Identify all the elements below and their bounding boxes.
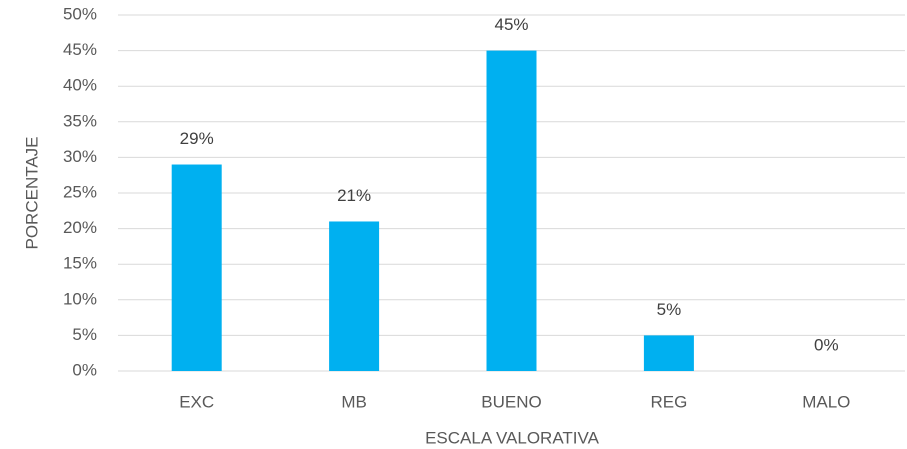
y-tick-label: 20% bbox=[63, 218, 97, 237]
y-tick-label: 15% bbox=[63, 254, 97, 273]
bar bbox=[643, 335, 694, 371]
value-label: 21% bbox=[337, 186, 371, 205]
y-tick-label: 10% bbox=[63, 289, 97, 308]
value-label: 29% bbox=[180, 129, 214, 148]
x-tick-label: MB bbox=[341, 392, 367, 411]
value-label: 5% bbox=[657, 300, 682, 319]
y-tick-label: 5% bbox=[72, 325, 97, 344]
value-label: 45% bbox=[494, 15, 528, 34]
y-tick-label: 40% bbox=[63, 76, 97, 95]
x-tick-label: BUENO bbox=[481, 392, 541, 411]
x-tick-label: EXC bbox=[179, 392, 214, 411]
bar bbox=[171, 164, 222, 371]
x-axis-title: ESCALA VALORATIVA bbox=[425, 428, 600, 447]
x-tick-label: MALO bbox=[802, 392, 850, 411]
x-tick-label: REG bbox=[650, 392, 687, 411]
bar bbox=[486, 50, 537, 371]
value-label: 0% bbox=[814, 335, 839, 354]
y-tick-label: 50% bbox=[63, 4, 97, 23]
y-axis-title: PORCENTAJE bbox=[22, 136, 41, 249]
y-tick-label: 30% bbox=[63, 147, 97, 166]
y-tick-label: 35% bbox=[63, 111, 97, 130]
y-tick-label: 0% bbox=[72, 360, 97, 379]
y-tick-label: 25% bbox=[63, 182, 97, 201]
y-tick-label: 45% bbox=[63, 40, 97, 59]
bar bbox=[329, 221, 380, 371]
